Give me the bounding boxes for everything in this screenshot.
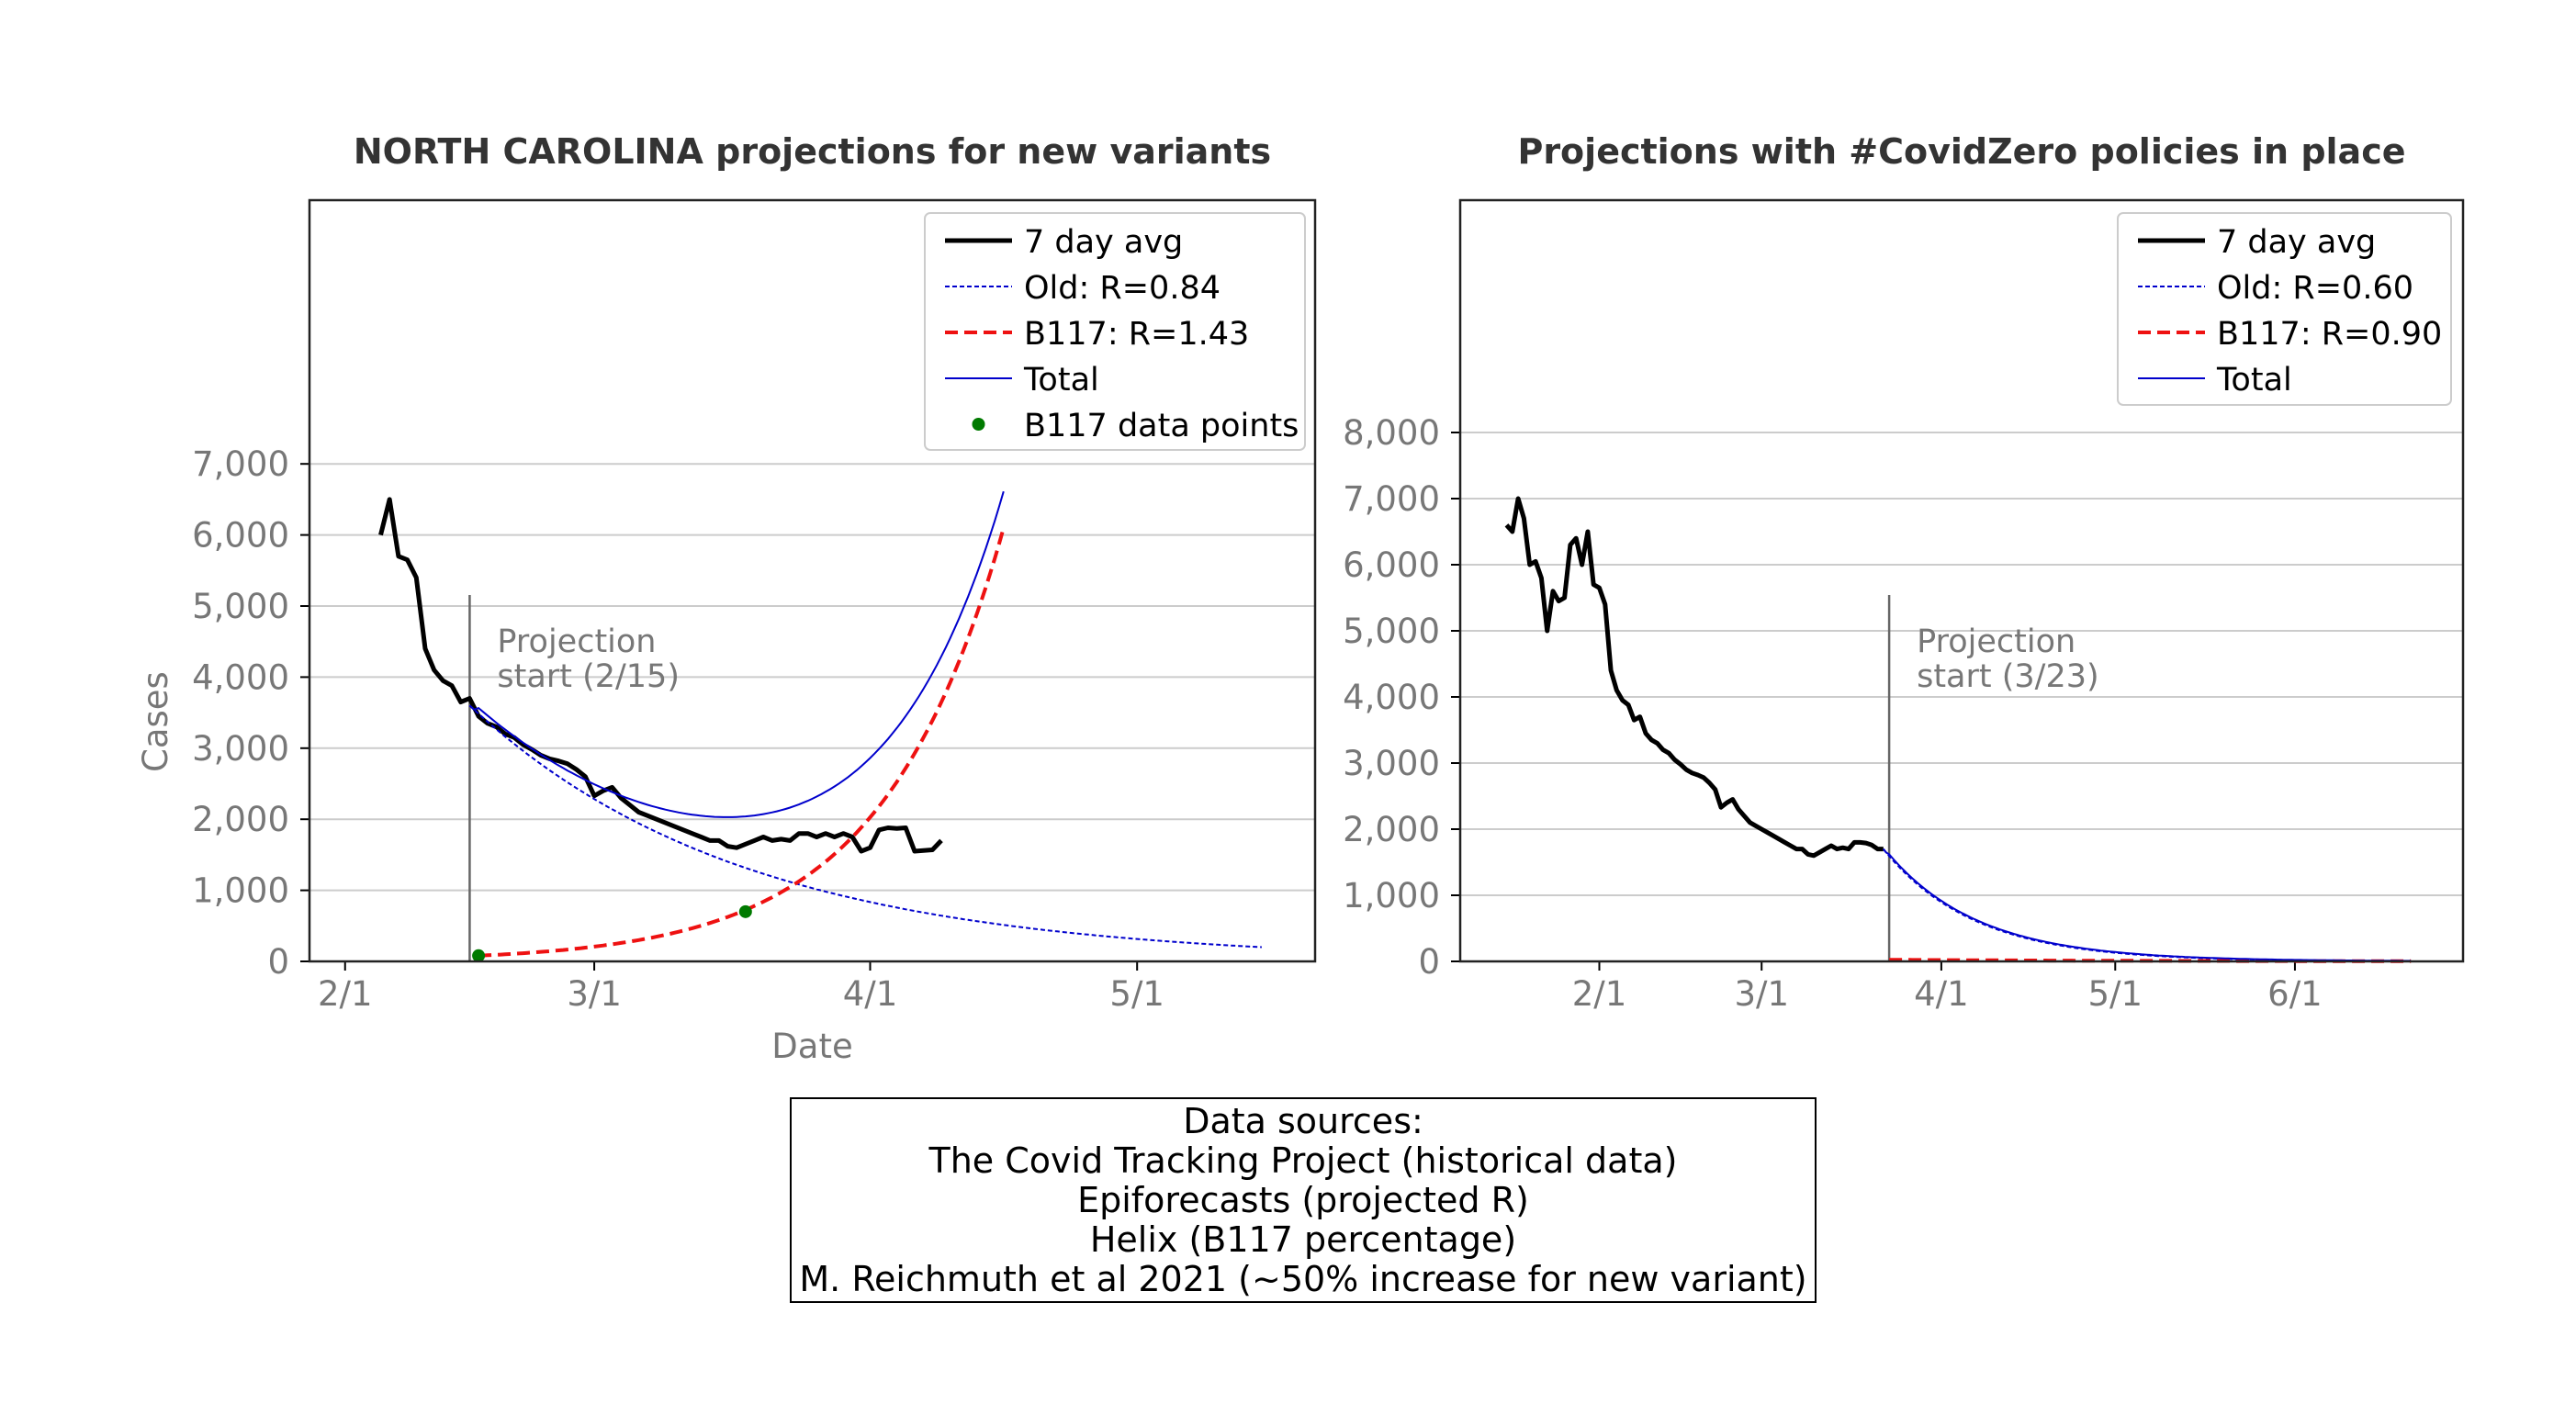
series-7-day-avg-line bbox=[378, 497, 943, 854]
projection-annotation: Projection bbox=[497, 623, 656, 660]
sources-line: Data sources: bbox=[1183, 1100, 1423, 1141]
legend-label: 7 day avg bbox=[2217, 224, 2376, 261]
series-old-line bbox=[1883, 848, 2412, 962]
x-tick-label: 4/1 bbox=[1914, 974, 1969, 1014]
b117-data-point bbox=[472, 949, 486, 962]
y-tick-label: 2,000 bbox=[192, 800, 289, 839]
sources-line: Epiforecasts (projected R) bbox=[1077, 1179, 1529, 1220]
y-tick-label: 0 bbox=[1418, 942, 1440, 982]
y-tick-label: 1,000 bbox=[1343, 876, 1440, 915]
legend-label: Old: R=0.84 bbox=[1024, 270, 1221, 307]
y-tick-label: 2,000 bbox=[1343, 810, 1440, 849]
y-axis-label: Cases bbox=[136, 671, 175, 772]
plot-frame bbox=[1458, 198, 2465, 963]
y-tick-label: 7,000 bbox=[1343, 479, 1440, 519]
legend-label: Total bbox=[2216, 362, 2292, 399]
data-sources-box: Data sources: The Covid Tracking Project… bbox=[790, 1097, 1817, 1303]
chart-title: NORTH CAROLINA projections for new varia… bbox=[354, 131, 1271, 172]
y-tick-label: 4,000 bbox=[1343, 678, 1440, 717]
x-tick-label: 2/1 bbox=[1572, 974, 1627, 1014]
legend-label: B117: R=0.90 bbox=[2217, 316, 2442, 353]
legend-box bbox=[2117, 212, 2452, 406]
series-total-line bbox=[468, 490, 1005, 818]
y-tick-label: 7,000 bbox=[192, 444, 289, 484]
y-tick-label: 1,000 bbox=[192, 871, 289, 911]
y-tick-label: 3,000 bbox=[1343, 744, 1440, 783]
projection-annotation: Projection bbox=[1917, 623, 2075, 660]
x-tick-label: 5/1 bbox=[2087, 974, 2143, 1014]
legend-label: 7 day avg bbox=[1024, 224, 1183, 261]
series-7-day-avg-line bbox=[1504, 496, 1884, 859]
legend-label: B117: R=1.43 bbox=[1024, 316, 1249, 353]
x-tick-label: 2/1 bbox=[318, 974, 373, 1014]
x-axis-label: Date bbox=[771, 1027, 852, 1066]
b117-data-point bbox=[738, 904, 752, 918]
legend-label: Old: R=0.60 bbox=[2217, 270, 2413, 307]
series-old-line bbox=[468, 704, 1262, 949]
chart-title: Projections with #CovidZero policies in … bbox=[1517, 131, 2405, 172]
x-tick-label: 4/1 bbox=[843, 974, 898, 1014]
x-tick-label: 6/1 bbox=[2267, 974, 2323, 1014]
projection-annotation: start (2/15) bbox=[497, 658, 680, 695]
y-tick-label: 3,000 bbox=[192, 729, 289, 769]
sources-line: The Covid Tracking Project (historical d… bbox=[928, 1140, 1678, 1181]
y-tick-label: 6,000 bbox=[1343, 545, 1440, 585]
x-tick-label: 5/1 bbox=[1109, 974, 1164, 1014]
x-tick-label: 3/1 bbox=[567, 974, 622, 1014]
y-tick-label: 4,000 bbox=[192, 657, 289, 697]
series-total-line bbox=[1883, 848, 2412, 962]
y-tick-label: 0 bbox=[267, 942, 289, 982]
sources-line: Helix (B117 percentage) bbox=[1089, 1218, 1517, 1260]
series-b117-line bbox=[478, 527, 1006, 958]
y-tick-label: 6,000 bbox=[192, 516, 289, 556]
plot-frame bbox=[308, 198, 1317, 963]
legend-label: Total bbox=[1023, 362, 1099, 399]
sources-line: M. Reichmuth et al 2021 (~50% increase f… bbox=[799, 1258, 1807, 1299]
legend-marker bbox=[972, 418, 985, 431]
projection-annotation: start (3/23) bbox=[1917, 658, 2099, 695]
y-tick-label: 5,000 bbox=[192, 587, 289, 626]
y-tick-label: 5,000 bbox=[1343, 612, 1440, 651]
y-tick-label: 8,000 bbox=[1343, 413, 1440, 453]
legend-label: B117 data points bbox=[1024, 408, 1299, 444]
legend-box bbox=[924, 212, 1306, 451]
x-tick-label: 3/1 bbox=[1734, 974, 1789, 1014]
